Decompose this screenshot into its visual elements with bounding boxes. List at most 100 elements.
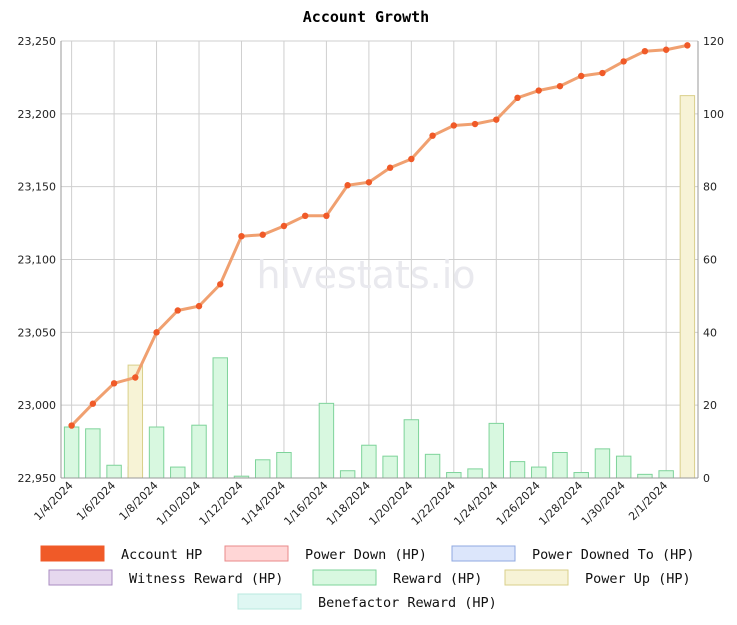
- bar-reward-hp: [361, 444, 377, 479]
- bar-reward-hp: [170, 466, 186, 479]
- account-hp-point: [195, 302, 203, 310]
- bar-reward-hp: [552, 452, 568, 479]
- bar-reward-hp: [106, 464, 122, 479]
- bar-reward-hp: [446, 472, 462, 479]
- account-hp-point: [386, 164, 394, 171]
- bar-reward-hp: [403, 419, 420, 479]
- x-tick-label: 1/8/2024: [117, 479, 161, 523]
- y-right-tick-label: 0: [703, 472, 710, 485]
- account-hp-point: [280, 222, 288, 230]
- bars: [63, 95, 696, 479]
- bar-reward-hp: [467, 468, 483, 479]
- account-hp-line: [68, 42, 691, 429]
- bar-reward-hp: [488, 422, 505, 479]
- account-hp-point: [408, 155, 415, 163]
- legend-label[interactable]: Account HP: [121, 547, 202, 563]
- bar-reward-hp: [424, 453, 441, 479]
- x-tick-label: 1/24/2024: [451, 479, 500, 528]
- legend-label[interactable]: Power Up (HP): [585, 571, 691, 587]
- y-left-tick-label: 23,200: [18, 108, 57, 121]
- x-tick-label: 1/20/2024: [366, 479, 415, 528]
- bar-reward-hp: [318, 402, 335, 479]
- x-tick-label: 1/4/2024: [32, 479, 76, 523]
- bar-reward-hp: [254, 459, 271, 479]
- account-hp-point: [323, 212, 330, 219]
- account-hp-point: [535, 87, 542, 94]
- legend-swatch[interactable]: [224, 545, 289, 562]
- x-tick-label: 1/18/2024: [324, 479, 373, 528]
- legend-label[interactable]: Reward (HP): [393, 571, 482, 587]
- chart-title: Account Growth: [303, 8, 429, 26]
- legend-swatch[interactable]: [504, 569, 569, 586]
- x-tick-label: 1/26/2024: [494, 479, 543, 528]
- bar-power-up-hp: [679, 95, 696, 479]
- account-hp-point: [89, 400, 97, 407]
- account-hp-point: [68, 422, 75, 429]
- account-hp-point: [493, 116, 500, 123]
- account-hp-point: [259, 231, 266, 238]
- account-hp-point: [344, 182, 351, 189]
- account-hp-point: [578, 72, 585, 80]
- y-left-tick-label: 23,250: [18, 35, 57, 48]
- x-tick-label: 1/16/2024: [281, 479, 330, 528]
- x-tick-label: 1/14/2024: [239, 479, 288, 528]
- legend-swatch[interactable]: [48, 569, 113, 586]
- account-hp-point: [217, 281, 224, 288]
- account-hp-point: [429, 132, 436, 139]
- account-hp-point: [599, 69, 606, 77]
- bar-reward-hp: [339, 470, 356, 479]
- legend-label[interactable]: Witness Reward (HP): [129, 571, 283, 587]
- account-hp-point: [620, 58, 627, 65]
- account-hp-point: [450, 122, 458, 129]
- x-tick-label: 1/12/2024: [197, 479, 246, 528]
- bar-reward-hp: [573, 472, 589, 479]
- account-hp-point: [641, 47, 649, 55]
- legend-label[interactable]: Power Down (HP): [305, 547, 427, 563]
- bar-reward-hp: [615, 455, 632, 479]
- bar-reward-hp: [509, 461, 526, 479]
- bar-reward-hp: [637, 473, 653, 479]
- legend-swatch[interactable]: [40, 545, 105, 562]
- x-tick-label: 2/1/2024: [626, 479, 670, 523]
- watermark: hivestats.io: [256, 253, 475, 297]
- account-hp-point: [238, 232, 245, 240]
- y-right-tick-label: 80: [703, 181, 717, 194]
- y-right-tick-label: 60: [703, 254, 717, 267]
- x-tick-label: 1/6/2024: [74, 479, 118, 523]
- y-right-tick-label: 100: [703, 108, 724, 121]
- y-left-tick-label: 23,150: [18, 181, 57, 194]
- legend-swatch[interactable]: [312, 569, 377, 586]
- account-hp-point: [471, 120, 479, 128]
- bar-reward-hp: [191, 424, 207, 479]
- account-hp-point: [662, 46, 670, 53]
- bar-reward-hp: [658, 470, 674, 479]
- bar-reward-hp: [531, 466, 547, 479]
- y-right-tick-label: 40: [703, 326, 717, 339]
- account-hp-point: [556, 82, 564, 90]
- account-hp-point: [365, 179, 373, 186]
- x-tick-label: 1/30/2024: [579, 479, 628, 528]
- y-left-tick-label: 23,100: [18, 254, 57, 267]
- legend: Account HP Power Down (HP) Power Downed To…: [40, 545, 695, 611]
- account-hp-point: [301, 212, 309, 219]
- y-right-tick-label: 20: [703, 399, 717, 412]
- bar-reward-hp: [382, 455, 398, 479]
- account-hp-point: [110, 380, 118, 387]
- legend-label[interactable]: Power Downed To (HP): [532, 547, 695, 563]
- account-hp-series-line: [70, 43, 688, 427]
- y-left-tick-label: 22,950: [18, 472, 57, 485]
- y-left-tick-label: 23,000: [18, 399, 57, 412]
- y-right-tick-label: 120: [703, 35, 724, 48]
- account-hp-point: [174, 307, 181, 314]
- account-hp-point: [684, 42, 691, 49]
- account-hp-point: [153, 329, 160, 336]
- bar-reward-hp: [148, 426, 165, 479]
- legend-swatch[interactable]: [237, 593, 302, 610]
- bar-reward-hp: [276, 452, 292, 479]
- x-tick-label: 1/22/2024: [409, 479, 458, 528]
- bar-power-up-hp: [127, 364, 144, 479]
- legend-swatch[interactable]: [451, 545, 516, 562]
- legend-label[interactable]: Benefactor Reward (HP): [318, 595, 497, 611]
- x-tick-label: 1/28/2024: [536, 479, 585, 528]
